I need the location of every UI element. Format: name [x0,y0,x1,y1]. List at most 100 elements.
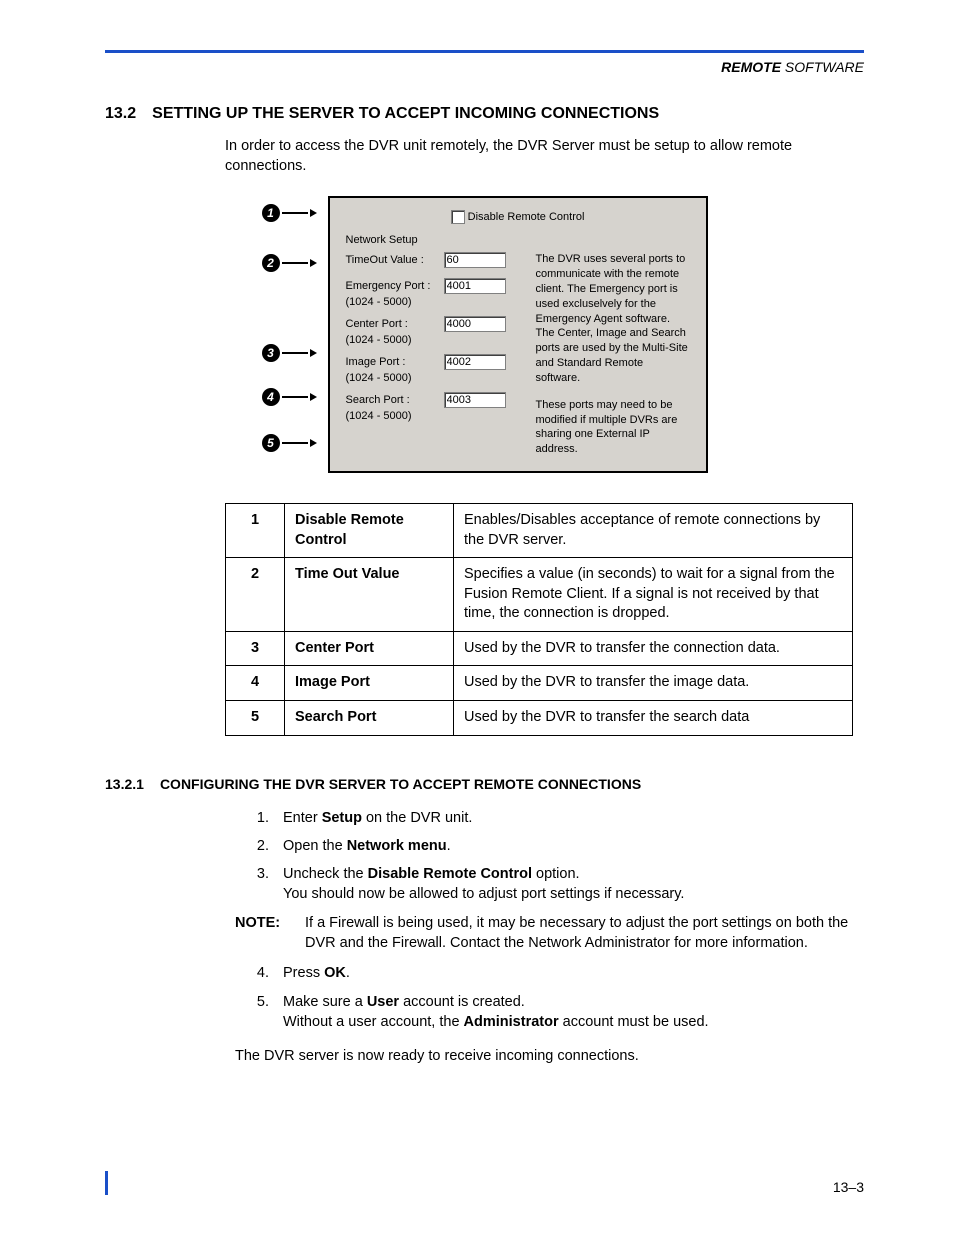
table-cell-desc: Used by the DVR to transfer the connecti… [454,631,853,666]
subsection-heading: 13.2.1 CONFIGURING THE DVR SERVER TO ACC… [105,776,864,792]
table-cell-name: Center Port [285,631,454,666]
field-input[interactable] [444,316,506,332]
note-row: NOTE: If a Firewall is being used, it ma… [235,913,864,954]
arrow-right-icon [310,259,317,267]
field-label: Search Port : [346,394,438,406]
field-input[interactable] [444,354,506,370]
callout-line [282,396,308,398]
step-num: 2. [235,836,269,856]
disable-remote-row: Disable Remote Control [340,206,696,234]
section-number: 13.2 [105,105,136,123]
field-label: TimeOut Value : [346,254,438,266]
table-cell-name: Image Port [285,666,454,701]
field-range: (1024 - 5000) [346,372,526,384]
table-row: 3Center PortUsed by the DVR to transfer … [226,631,853,666]
running-head-light: SOFTWARE [785,59,864,75]
callout-badge: 4 [262,388,280,406]
page: REMOTE SOFTWARE 13.2 SETTING UP THE SERV… [0,0,954,1235]
field-range: (1024 - 5000) [346,410,526,422]
disable-remote-label: Disable Remote Control [468,211,585,223]
step-5: 5. Make sure a User account is created. … [235,992,864,1033]
callout-5: 5 [262,434,317,452]
panel-field-row: TimeOut Value : [346,252,526,268]
figure: 1 2 3 4 5 Disable Remote Control Network Set… [262,196,708,473]
section-title: SETTING UP THE SERVER TO ACCEPT INCOMING… [152,105,659,123]
callout-line [282,352,308,354]
table-row: 4Image PortUsed by the DVR to transfer t… [226,666,853,701]
table-cell-num: 2 [226,558,285,632]
arrow-right-icon [310,439,317,447]
step-text: Enter Setup on the DVR unit. [283,808,864,828]
subsection-number: 13.2.1 [105,776,144,792]
panel-left: TimeOut Value : Emergency Port : (1024 - 5… [346,252,526,457]
field-label: Image Port : [346,356,438,368]
field-label: Emergency Port : [346,280,438,292]
table-cell-desc: Specifies a value (in seconds) to wait f… [454,558,853,632]
section-heading: 13.2 SETTING UP THE SERVER TO ACCEPT INC… [105,105,864,123]
table-cell-desc: Used by the DVR to transfer the image da… [454,666,853,701]
closing-text: The DVR server is now ready to receive i… [235,1046,864,1066]
callout-badge: 2 [262,254,280,272]
callout-4: 4 [262,388,317,406]
step-num: 5. [235,992,269,1033]
figure-wrap: 1 2 3 4 5 Disable Remote Control Network Set… [105,196,864,473]
disable-remote-checkbox[interactable] [451,210,465,224]
fieldset-label: Network Setup [340,234,696,246]
callout-badge: 3 [262,344,280,362]
running-head: REMOTE SOFTWARE [105,59,864,75]
step-4: 4. Press OK. [235,963,864,983]
page-number: 13–3 [833,1179,864,1195]
panel-field-row: Image Port : [346,354,526,370]
top-rule [105,50,864,53]
step-num: 1. [235,808,269,828]
panel-field-row: Emergency Port : [346,278,526,294]
note-label: NOTE: [235,913,291,954]
step-text: Uncheck the Disable Remote Control optio… [283,864,864,905]
note-text: If a Firewall is being used, it may be n… [305,913,864,954]
table-row: 5Search PortUsed by the DVR to transfer … [226,701,853,736]
callout-badge: 1 [262,204,280,222]
arrow-right-icon [310,393,317,401]
table-cell-name: Search Port [285,701,454,736]
section-intro: In order to access the DVR unit remotely… [225,137,864,176]
step-text: Press OK. [283,963,864,983]
table-cell-num: 5 [226,701,285,736]
step-1: 1. Enter Setup on the DVR unit. [235,808,864,828]
subsection-title: CONFIGURING THE DVR SERVER TO ACCEPT REM… [160,776,641,792]
step-3: 3. Uncheck the Disable Remote Control op… [235,864,864,905]
panel-grid: TimeOut Value : Emergency Port : (1024 - 5… [340,246,696,457]
arrow-right-icon [310,209,317,217]
callout-column: 1 2 3 4 5 [262,196,318,473]
step-text: Make sure a User account is created. Wit… [283,992,864,1033]
step-num: 3. [235,864,269,905]
spacer [536,386,690,398]
callout-3: 3 [262,344,317,362]
callout-line [282,262,308,264]
arrow-right-icon [310,349,317,357]
step-num: 4. [235,963,269,983]
table-row: 2Time Out ValueSpecifies a value (in sec… [226,558,853,632]
description-table: 1Disable Remote ControlEnables/Disables … [225,503,853,736]
table-cell-num: 4 [226,666,285,701]
field-input[interactable] [444,392,506,408]
field-input[interactable] [444,278,506,294]
table-cell-name: Disable Remote Control [285,504,454,558]
panel-field-row: Search Port : [346,392,526,408]
panel-info-2: These ports may need to be modified if m… [536,398,690,457]
callout-line [282,442,308,444]
panel-info-1: The DVR uses several ports to communicat… [536,252,690,386]
table-row: 1Disable Remote ControlEnables/Disables … [226,504,853,558]
field-label: Center Port : [346,318,438,330]
field-input[interactable] [444,252,506,268]
running-head-bold: REMOTE [721,59,781,75]
field-range: (1024 - 5000) [346,334,526,346]
field-range: (1024 - 5000) [346,296,526,308]
table-cell-num: 1 [226,504,285,558]
panel-right: The DVR uses several ports to communicat… [536,252,690,457]
step-text: Open the Network menu. [283,836,864,856]
panel-field-row: Center Port : [346,316,526,332]
table-cell-name: Time Out Value [285,558,454,632]
step-2: 2. Open the Network menu. [235,836,864,856]
left-rule-icon [105,1171,108,1195]
callout-badge: 5 [262,434,280,452]
